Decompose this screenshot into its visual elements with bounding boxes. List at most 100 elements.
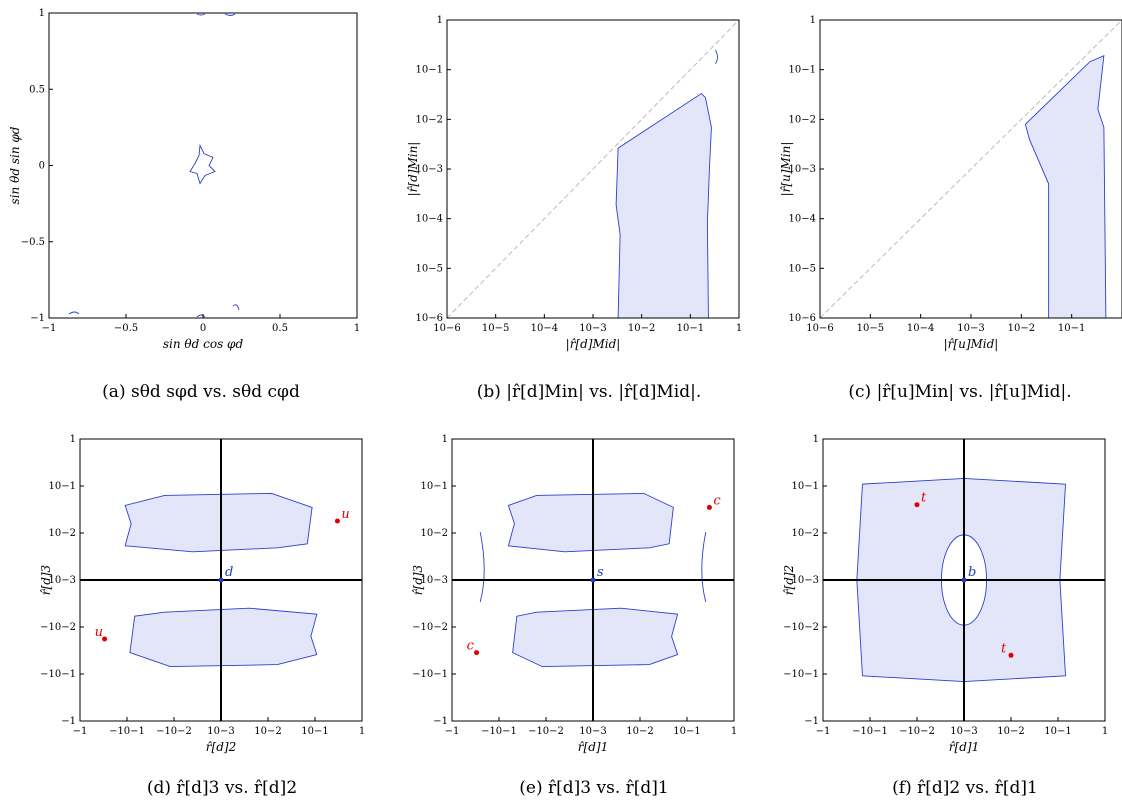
x-tick-label: −1	[816, 726, 831, 737]
y-tick-label: 10−5	[789, 263, 816, 274]
y-tick-label: 10−3	[421, 575, 448, 586]
panel-e: −1 −10−1 −10−2 10−3 10−2 10−1 1 1 10−1 10−2 10−3 −1…	[411, 434, 737, 798]
x-tick-label: −10−1	[481, 726, 517, 737]
y-tick-label: 10−1	[792, 481, 819, 492]
x-tick-label: 10−6	[433, 323, 460, 334]
contour-island	[189, 143, 216, 185]
x-tick-label: 10−6	[806, 323, 833, 334]
y-tick-label: −10−2	[412, 622, 448, 633]
x-tick-label: 10−4	[907, 323, 934, 334]
diagonal-line	[446, 19, 740, 319]
y-tick-label: 10−1	[421, 481, 448, 492]
x-axis-label: |r̂[d]Mid|	[566, 337, 621, 351]
panel-a: −1 −0.5 0 0.5 1 1 0.5 0 −0.5 −1 sin θd cos φd sin θ…	[8, 8, 360, 402]
y-axis-label: |r̂[u]Min|	[779, 142, 793, 197]
x-tick-label: 1	[1102, 726, 1108, 737]
x-tick-label: −1	[73, 726, 88, 737]
x-tick-label: 10−2	[997, 726, 1024, 737]
x-tick-label: −10−2	[156, 726, 192, 737]
contour-small	[715, 49, 718, 65]
panel-caption: (c) |r̂[u]Min| vs. |r̂[u]Mid|.	[848, 382, 1071, 402]
y-tick-label: 10−1	[416, 65, 443, 76]
panel-caption: (f) r̂[d]2 vs. r̂[d]1	[892, 778, 1038, 798]
x-tick-label: 1	[359, 726, 365, 737]
x-tick-label: −10−1	[109, 726, 145, 737]
point-label: t	[1001, 641, 1007, 656]
x-tick-label: 10−5	[857, 323, 884, 334]
panel-b: 10−6 10−5 10−4 10−3 10−2 10−1 1 1 10−1 10−2 10−3 10…	[406, 15, 742, 402]
x-tick-label: 10−1	[1044, 726, 1071, 737]
y-tick-label: 10−4	[789, 214, 816, 225]
x-tick-label: 0.5	[272, 323, 288, 334]
origin-marker	[961, 577, 967, 583]
panel-f: −1 −10−1 −10−2 10−3 10−2 10−1 1 1 10−1 10−2 10−3 −1…	[782, 434, 1108, 798]
origin-marker	[218, 577, 224, 583]
x-tick-label: −0.5	[114, 323, 138, 334]
y-tick-label: 1	[442, 434, 448, 445]
point-marker	[102, 636, 108, 642]
x-axis-label: r̂[d]1	[949, 740, 979, 754]
x-tick-label: −1	[445, 726, 460, 737]
y-tick-label: −10−2	[783, 622, 819, 633]
y-tick-label: 10−6	[416, 313, 443, 324]
panel-caption: (d) r̂[d]3 vs. r̂[d]2	[147, 778, 297, 798]
contour-bottom-edge	[68, 304, 240, 318]
x-tick-label: 10−1	[677, 323, 704, 334]
x-tick-label: 10−3	[579, 323, 606, 334]
x-tick-label: 10−3	[950, 726, 977, 737]
point-marker	[914, 502, 920, 508]
y-tick-label: 1	[39, 8, 45, 19]
x-tick-label: 10−3	[957, 323, 984, 334]
region-lower	[512, 607, 679, 668]
y-axis-label: r̂[d]2	[782, 565, 796, 595]
x-tick-label: 10−3	[579, 726, 606, 737]
x-axis-label: r̂[d]1	[578, 740, 608, 754]
origin-marker	[590, 577, 596, 583]
origin-label: d	[225, 565, 233, 580]
region-lower	[129, 607, 318, 668]
contour-top-edge	[196, 13, 236, 16]
y-tick-label: 0	[39, 161, 45, 172]
x-tick-label: 1	[354, 323, 360, 334]
x-tick-label: 10−3	[207, 726, 234, 737]
region-area	[615, 92, 712, 319]
x-tick-label: 10−1	[301, 726, 328, 737]
y-tick-label: 1	[70, 434, 76, 445]
y-tick-label: −10−1	[412, 669, 448, 680]
x-tick-label: 10−5	[482, 323, 509, 334]
x-axis-label: r̂[d]2	[206, 740, 236, 754]
contour-side	[479, 531, 707, 603]
y-tick-label: 10−5	[416, 263, 443, 274]
region-upper	[507, 492, 674, 553]
y-tick-label: 0.5	[29, 84, 45, 95]
y-tick-label: 10−1	[49, 481, 76, 492]
x-tick-label: −1	[42, 323, 57, 334]
y-tick-label: 10−2	[789, 114, 816, 125]
point-marker	[334, 518, 340, 524]
y-tick-label: 10−1	[789, 65, 816, 76]
region-upper	[124, 492, 313, 553]
y-tick-label: 10−2	[49, 528, 76, 539]
x-tick-label: 10−4	[531, 323, 558, 334]
y-tick-label: 1	[813, 434, 819, 445]
x-tick-label: 10−2	[626, 726, 653, 737]
x-tick-label: −10−1	[852, 726, 888, 737]
x-tick-label: −10−2	[528, 726, 564, 737]
panel-caption: (a) sθd sφd vs. sθd cφd	[102, 382, 300, 402]
point-marker	[1008, 652, 1014, 658]
y-tick-label: 10−2	[421, 528, 448, 539]
y-tick-label: 10−2	[416, 114, 443, 125]
point-marker	[474, 650, 480, 656]
y-tick-label: −10−2	[40, 622, 76, 633]
plot-frame	[48, 12, 358, 319]
point-label: t	[921, 491, 927, 506]
y-tick-label: 1	[810, 15, 816, 26]
y-axis-label: |r̂[d]Min|	[406, 142, 420, 197]
y-axis-label: r̂[d]3	[411, 564, 425, 595]
y-tick-label: 10−4	[416, 214, 443, 225]
y-tick-label: −0.5	[21, 237, 45, 248]
y-tick-label: 10−3	[416, 164, 443, 175]
x-tick-label: 0	[200, 323, 206, 334]
y-tick-label: 10−2	[792, 528, 819, 539]
y-tick-label: −10−1	[783, 669, 819, 680]
